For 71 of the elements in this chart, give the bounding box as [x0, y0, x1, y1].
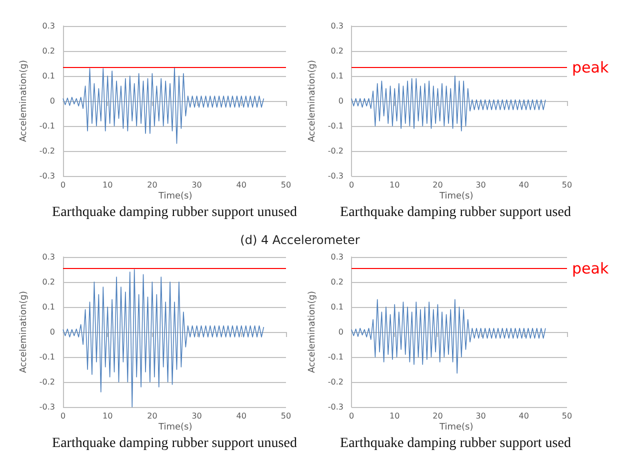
- y-tick-label: -0.2: [328, 146, 344, 156]
- y-tick-label: -0.3: [39, 402, 55, 412]
- x-tick-label: 10: [390, 180, 400, 190]
- y-tick-label: 0.3: [42, 22, 55, 30]
- y-tick-label: -0.1: [39, 122, 55, 130]
- y-tick-label: 0.1: [42, 72, 55, 80]
- x-tick-label: 50: [562, 412, 572, 420]
- y-tick-label: -0.2: [39, 378, 55, 386]
- x-tick-label: 50: [562, 180, 572, 190]
- x-tick-label: 40: [518, 412, 529, 420]
- x-axis-title: Time(s): [438, 422, 474, 432]
- x-tick-label: 10: [102, 412, 113, 420]
- line-series: [351, 76, 546, 132]
- y-tick-label: -0.2: [328, 378, 344, 386]
- x-tick-label: 30: [476, 412, 486, 420]
- x-tick-label: 30: [192, 412, 202, 420]
- text: Earthquake damping rubber support used: [339, 205, 572, 221]
- y-tick-label: 0.1: [330, 302, 344, 312]
- y-tick-label: -0.1: [39, 352, 55, 362]
- x-tick-label: 50: [280, 412, 292, 420]
- y-tick-label: 0.1: [330, 72, 344, 80]
- x-tick-label: 40: [518, 180, 529, 190]
- x-tick-label: 20: [147, 412, 158, 420]
- ref-line-label: peak: [572, 58, 609, 76]
- x-tick-label: 0: [348, 180, 354, 190]
- x-tick-label: 0: [60, 180, 66, 190]
- y-tick-label: -0.2: [39, 146, 55, 156]
- x-axis-title: Time(s): [158, 192, 192, 202]
- y-tick-label: 0: [338, 96, 344, 106]
- y-tick-label: 0: [338, 328, 344, 336]
- x-tick-label: 0: [60, 412, 66, 420]
- y-tick-label: 0: [50, 328, 55, 336]
- x-axis-title: Time(s): [158, 422, 192, 432]
- y-tick-label: 0.2: [330, 278, 344, 286]
- x-tick-label: 30: [192, 180, 202, 190]
- y-axis-title: Accelemination(g): [308, 291, 318, 373]
- x-tick-label: 20: [147, 180, 158, 190]
- y-tick-label: -0.3: [328, 172, 344, 180]
- text: Earthquake damping rubber support used: [339, 436, 572, 452]
- y-tick-label: 0.3: [330, 252, 344, 262]
- x-tick-label: 10: [390, 412, 400, 420]
- y-tick-label: 0.2: [330, 46, 344, 56]
- y-tick-label: 0.3: [42, 252, 55, 262]
- y-tick-label: -0.3: [39, 172, 55, 180]
- line-series: [62, 66, 264, 144]
- y-tick-label: -0.1: [328, 122, 344, 130]
- x-tick-label: 40: [236, 412, 246, 420]
- y-axis-title: Accelemination(g): [308, 60, 318, 142]
- text: Earthquake damping rubber support unused: [51, 436, 298, 452]
- y-tick-label: 0.1: [42, 302, 55, 312]
- x-tick-label: 0: [348, 412, 354, 420]
- line-series: [62, 269, 264, 408]
- y-tick-label: 0: [50, 96, 55, 106]
- y-axis-title: Accelemination(g): [18, 291, 29, 373]
- y-tick-label: -0.3: [328, 402, 344, 412]
- x-tick-label: 50: [280, 180, 292, 190]
- y-tick-label: 0.3: [330, 22, 344, 30]
- y-axis-title: Accelemination(g): [18, 60, 29, 142]
- x-tick-label: 20: [432, 412, 443, 420]
- x-tick-label: 20: [432, 180, 443, 190]
- chart-title: (d) 4 Accelerometer: [239, 233, 361, 247]
- y-tick-label: -0.1: [328, 352, 344, 362]
- line-series: [351, 299, 546, 374]
- x-tick-label: 30: [476, 180, 486, 190]
- x-tick-label: 10: [102, 180, 113, 190]
- y-tick-label: 0.2: [42, 46, 55, 56]
- x-axis-title: Time(s): [438, 192, 474, 202]
- x-tick-label: 40: [236, 180, 246, 190]
- y-tick-label: 0.2: [42, 278, 55, 286]
- ref-line-label: peak: [572, 259, 609, 278]
- text: Earthquake damping rubber support unused: [51, 205, 298, 221]
